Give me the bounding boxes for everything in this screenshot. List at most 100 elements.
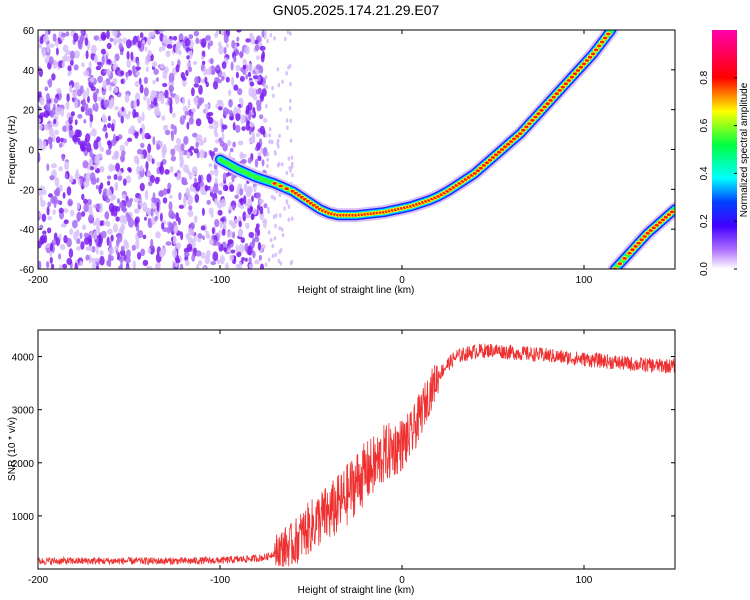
noise-speckle [153,97,158,106]
noise-speckle [87,96,90,103]
noise-speckle [281,232,285,238]
noise-speckle [81,211,86,217]
noise-speckle [86,142,92,153]
noise-speckle [189,146,195,151]
alias-blob-core [648,229,653,232]
trace-blob-core [512,137,517,141]
noise-speckle [279,247,283,253]
noise-speckle [222,142,228,152]
x-tick-label: -200 [28,275,48,286]
noise-speckle [264,133,268,138]
noise-speckle [61,153,65,162]
noise-speckle [139,182,145,192]
noise-speckle [185,69,189,77]
noise-speckle [58,166,63,172]
noise-speckle [96,136,101,143]
trace-blob-core [272,182,277,185]
noise-speckle [187,98,191,109]
noise-speckle [255,88,262,95]
noise-speckle [179,157,184,167]
noise-speckle [242,64,247,70]
noise-speckle [287,65,290,70]
noise-speckle [99,147,105,152]
noise-speckle [248,257,252,264]
noise-speckle [39,112,46,118]
noise-speckle [271,253,275,259]
noise-speckle [286,125,289,130]
y-tick-label: -20 [20,185,35,196]
y-tick-label: 20 [23,106,35,117]
noise-speckle [38,118,41,124]
noise-speckle [136,99,140,107]
noise-speckle [38,139,43,149]
noise-speckle [83,198,88,204]
noise-speckle [189,230,195,237]
noise-speckle [113,37,118,46]
noise-speckle [184,38,191,47]
noise-speckle [54,129,59,136]
noise-speckle [102,127,108,132]
noise-speckle [258,199,264,204]
trace-blob-core [509,140,514,143]
noise-speckle [214,219,220,228]
bottom-axis-ticks: -200 -100 0 100 1000 2000 3000 4000 [12,330,675,586]
noise-speckle [91,153,95,163]
noise-speckle [47,201,52,208]
noise-speckle [265,84,269,90]
noise-speckle [213,147,218,153]
noise-speckle [125,241,130,250]
noise-speckle [44,57,49,64]
noise-speckle [255,99,262,107]
noise-speckle [93,230,98,240]
noise-speckle [55,237,61,247]
noise-speckle [166,188,171,194]
noise-speckle [62,44,69,53]
noise-speckle [120,70,125,76]
alias-blob-core [654,223,659,227]
noise-speckle [128,167,132,173]
trace-blob-core [590,52,596,56]
noise-speckle [46,261,50,269]
noise-speckle [285,118,289,123]
noise-speckle [178,217,181,226]
noise-speckle [45,102,51,110]
noise-speckle [218,45,225,55]
noise-speckle [268,139,271,144]
noise-speckle [68,175,74,184]
noise-speckle [168,72,175,83]
noise-speckle [83,70,90,77]
noise-speckle [79,85,84,94]
noise-speckle [252,250,256,259]
noise-speckle [223,247,227,252]
noise-speckle [248,231,255,239]
noise-speckle [111,123,115,132]
noise-speckle [172,248,178,258]
noise-speckle [209,187,213,193]
noise-speckle [119,51,124,56]
noise-speckle [42,230,47,235]
noise-speckle [125,175,132,184]
noise-speckle [82,90,87,100]
noise-speckle [238,229,243,238]
noise-speckle [90,166,94,171]
noise-speckle [187,200,191,206]
alias-blob-core [669,210,675,214]
noise-speckle [125,113,131,120]
noise-speckle [139,84,144,94]
trace-blob-core [530,118,535,122]
noise-speckle [137,40,142,49]
noise-speckle [158,190,164,197]
noise-speckle [134,216,140,224]
trace-blob-core [527,122,532,125]
trace-blob-core [499,148,505,151]
noise-speckle [234,219,239,224]
noise-speckle [164,129,171,136]
noise-speckle [260,147,264,154]
noise-speckle [271,243,275,249]
noise-speckle [159,249,165,258]
noise-speckle [175,44,180,55]
y-tick-label: 0 [28,146,34,157]
noise-speckle [202,235,205,241]
noise-speckle [266,163,269,169]
noise-speckle [277,258,281,264]
